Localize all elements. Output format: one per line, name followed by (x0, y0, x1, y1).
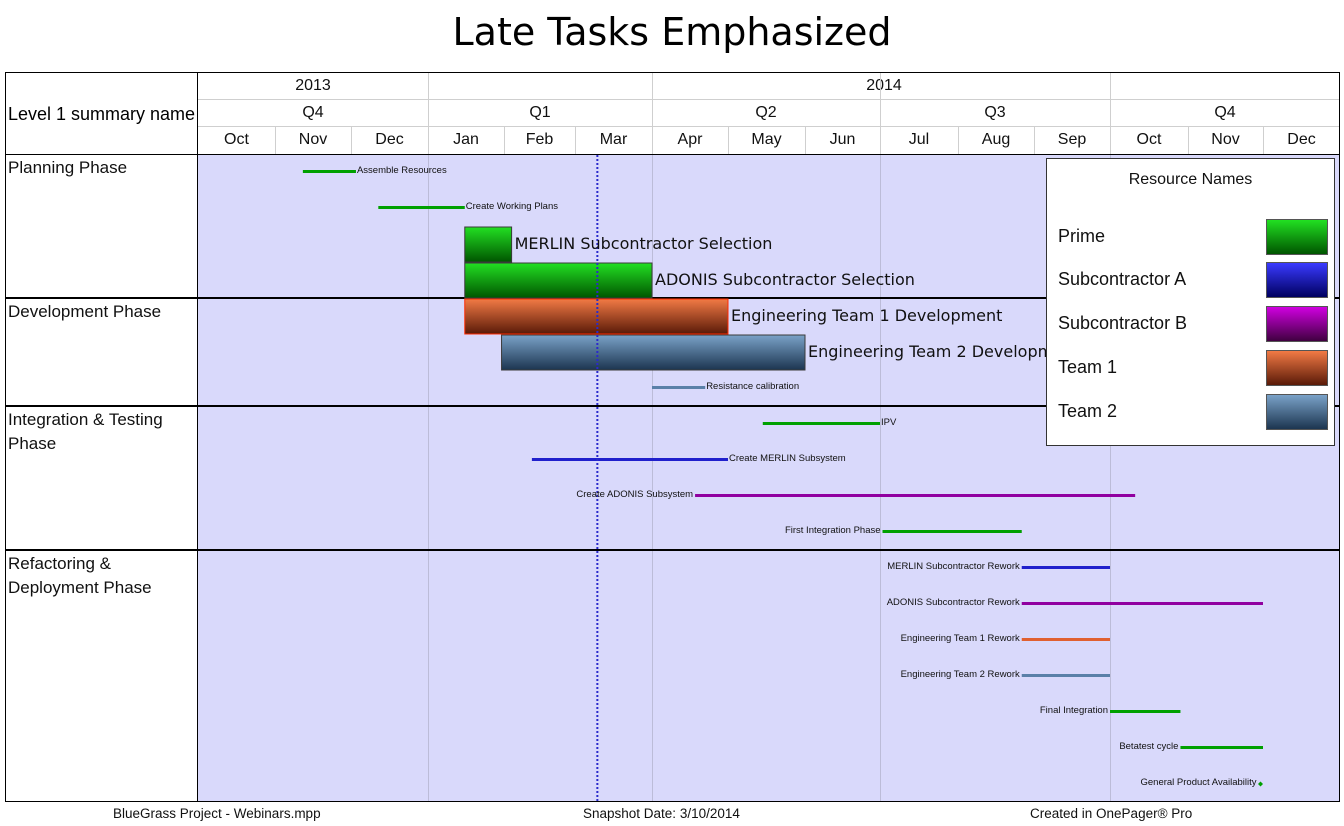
footer-snapshot-date: Snapshot Date: 3/10/2014 (583, 806, 740, 821)
phase-separator (6, 405, 1340, 407)
header-separator (728, 126, 729, 154)
resource-legend: Resource Names Prime Subcontractor A Subco… (1046, 158, 1335, 446)
month-label: Mar (599, 131, 628, 148)
task-label: Engineering Team 1 Development (731, 306, 1003, 325)
month-label: Sep (1057, 131, 1087, 148)
quarter-label: Q2 (755, 103, 777, 121)
task-label: Engineering Team 2 Development (808, 342, 1080, 361)
month-label: Oct (1136, 131, 1162, 148)
legend-swatch (1266, 219, 1328, 255)
phase-separator (6, 297, 1340, 299)
quarter-gridline (1110, 155, 1111, 801)
header-separator (351, 126, 352, 154)
quarter-label: Q4 (302, 103, 324, 121)
header-separator (805, 126, 806, 154)
quarter-label: Q3 (984, 103, 1006, 121)
task-label: ADONIS Subcontractor Selection (655, 270, 915, 289)
quarter-label: Q1 (529, 103, 551, 121)
legend-swatch (1266, 350, 1328, 386)
task-label: Create Working Plans (465, 201, 558, 212)
header-separator (880, 73, 881, 154)
year-label: 2014 (866, 77, 902, 94)
task-label: Create ADONIS Subsystem (576, 489, 694, 500)
header-separator (1188, 126, 1189, 154)
legend-swatch (1266, 262, 1328, 298)
header-corner-label: Level 1 summary name (7, 103, 196, 124)
task-label: IPV (881, 417, 897, 428)
header-separator (958, 126, 959, 154)
task-label: First Integration Phase (784, 525, 881, 536)
header-separator (504, 126, 505, 154)
legend-item-label: Prime (1058, 226, 1106, 246)
task-label: Assemble Resources (356, 165, 447, 176)
header-separator (575, 126, 576, 154)
header-separator (428, 73, 429, 154)
task-label: Resistance calibration (706, 381, 800, 392)
month-label: Jul (908, 131, 930, 148)
task-label: Engineering Team 1 Rework (900, 633, 1020, 644)
header-separator (275, 126, 276, 154)
month-label: Dec (375, 131, 404, 148)
task-label: MERLIN Subcontractor Rework (887, 561, 1020, 572)
task-label: MERLIN Subcontractor Selection (514, 234, 773, 253)
month-label: May (751, 131, 782, 148)
month-label: Dec (1287, 131, 1316, 148)
task-label: Final Integration (1039, 705, 1108, 716)
quarter-gridline (652, 155, 653, 801)
quarter-gridline (428, 155, 429, 801)
phase-label: Refactoring & Deployment Phase (8, 554, 152, 597)
month-label: Nov (1211, 131, 1240, 148)
month-label: Oct (224, 131, 249, 148)
phase-label: Integration & Testing Phase (8, 410, 163, 453)
task-label: Betatest cycle (1119, 741, 1179, 752)
header-separator (1263, 126, 1264, 154)
chart-title: Late Tasks Emphasized (452, 10, 892, 54)
legend-swatch (1266, 394, 1328, 430)
task-label: Engineering Team 2 Rework (900, 669, 1020, 680)
legend-title: Resource Names (1128, 171, 1253, 188)
month-label: Apr (677, 131, 703, 148)
header-bottom-rule (6, 154, 1340, 155)
phase-label: Development Phase (8, 302, 162, 321)
phase-label: Planning Phase (8, 158, 128, 177)
footer-project-file: BlueGrass Project - Webinars.mpp (113, 806, 321, 821)
task-label: General Product Availability (1140, 777, 1257, 788)
month-label: Aug (981, 131, 1011, 148)
legend-item-label: Team 2 (1058, 401, 1118, 421)
month-label: Nov (298, 131, 328, 148)
month-label: Feb (525, 131, 554, 148)
legend-item-label: Team 1 (1058, 357, 1118, 377)
legend-swatch (1266, 306, 1328, 342)
chart-frame (5, 72, 1340, 802)
month-label: Jan (453, 131, 479, 148)
quarter-label: Q4 (1214, 103, 1236, 121)
footer-created-in: Created in OnePager® Pro (1030, 806, 1193, 821)
header-divider (198, 99, 1339, 100)
legend-item-label: Subcontractor B (1058, 313, 1188, 333)
header-separator (1110, 73, 1111, 154)
label-column-rule (197, 73, 198, 801)
phase-separator (6, 549, 1340, 551)
header-separator (1034, 126, 1035, 154)
quarter-gridline (880, 155, 881, 801)
header-divider (198, 126, 1339, 127)
task-label: Create MERLIN Subsystem (729, 453, 846, 464)
month-label: Jun (829, 131, 856, 148)
header-separator (652, 73, 653, 154)
legend-item-label: Subcontractor A (1058, 269, 1187, 289)
task-label: ADONIS Subcontractor Rework (886, 597, 1020, 608)
year-label: 2013 (295, 77, 331, 94)
